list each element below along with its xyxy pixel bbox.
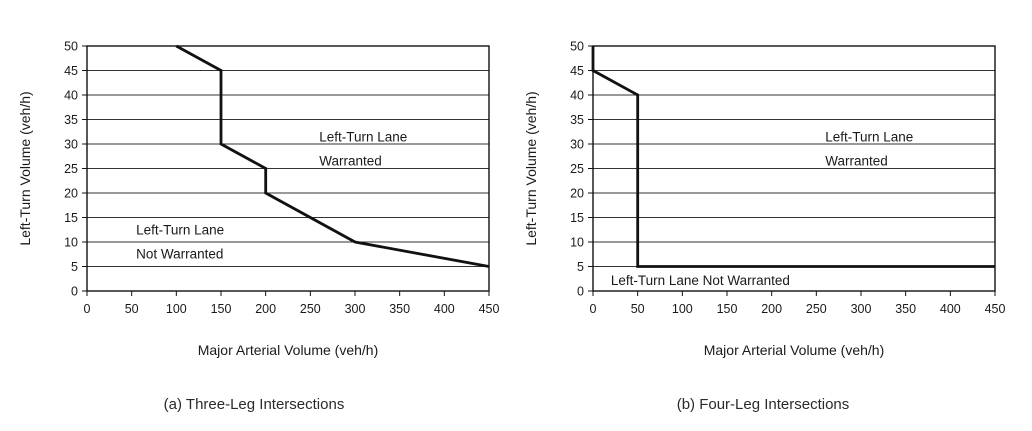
- x-tick-label: 0: [590, 302, 597, 316]
- x-tick-label: 150: [717, 302, 738, 316]
- region-label: Left-Turn Lane Not Warranted: [611, 273, 790, 288]
- x-tick-label: 100: [166, 302, 187, 316]
- x-tick-label: 350: [389, 302, 410, 316]
- x-tick-label: 250: [806, 302, 827, 316]
- x-tick-label: 300: [345, 302, 366, 316]
- x-tick-label: 400: [434, 302, 455, 316]
- x-tick-label: 350: [895, 302, 916, 316]
- y-tick-label: 50: [570, 40, 584, 54]
- y-tick-label: 30: [570, 138, 584, 152]
- x-tick-label: 450: [985, 302, 1006, 316]
- y-tick-label: 35: [64, 113, 78, 127]
- y-tick-label: 35: [570, 113, 584, 127]
- region-label: Left-Turn Lane Not Warranted: [136, 223, 224, 262]
- y-tick-label: 20: [64, 187, 78, 201]
- y-tick-label: 50: [64, 40, 78, 54]
- y-tick-label: 15: [64, 211, 78, 225]
- region-label: Left-Turn Lane Warranted: [319, 130, 407, 169]
- y-axis-label: Left-Turn Volume (veh/h): [523, 91, 539, 245]
- y-tick-label: 10: [570, 236, 584, 250]
- region-label: Left-Turn Lane Warranted: [825, 130, 913, 169]
- y-tick-label: 30: [64, 138, 78, 152]
- y-axis-label: Left-Turn Volume (veh/h): [17, 91, 33, 245]
- x-tick-label: 50: [631, 302, 645, 316]
- y-tick-label: 0: [71, 285, 78, 299]
- x-tick-label: 200: [255, 302, 276, 316]
- x-tick-label: 50: [125, 302, 139, 316]
- chart-four-leg: 0 5 10 15 20 25 30 35 40 45 50 0 50 100 150 200 250 300 35…: [523, 40, 1005, 414]
- y-tick-label: 25: [570, 162, 584, 176]
- chart-three-leg: 0 5 10 15 20 25 30 35 40 45 50 0 50 100 150 200 250 300 35…: [17, 40, 499, 414]
- x-tick-label: 200: [761, 302, 782, 316]
- y-tick-label: 45: [64, 64, 78, 78]
- x-tick-label: 450: [479, 302, 500, 316]
- y-tick-label: 0: [577, 285, 584, 299]
- x-tick-label: 0: [84, 302, 91, 316]
- y-tick-label: 5: [577, 260, 584, 274]
- figure-caption: (b) Four-Leg Intersections: [677, 396, 850, 413]
- x-tick-label: 250: [300, 302, 321, 316]
- y-tick-label: 15: [570, 211, 584, 225]
- x-tick-label: 150: [211, 302, 232, 316]
- x-axis-label: Major Arterial Volume (veh/h): [704, 342, 885, 358]
- y-tick-label: 25: [64, 162, 78, 176]
- y-tick-label: 45: [570, 64, 584, 78]
- y-tick-label: 10: [64, 236, 78, 250]
- warrant-threshold-line: [175, 44, 490, 268]
- y-tick-label: 5: [71, 260, 78, 274]
- y-tick-label: 40: [64, 89, 78, 103]
- x-tick-label: 300: [851, 302, 872, 316]
- x-axis-label: Major Arterial Volume (veh/h): [198, 342, 379, 358]
- x-tick-label: 100: [672, 302, 693, 316]
- y-tick-label: 20: [570, 187, 584, 201]
- warrant-threshold-line: [591, 46, 995, 268]
- y-tick-label: 40: [570, 89, 584, 103]
- figure-caption: (a) Three-Leg Intersections: [164, 396, 345, 413]
- x-tick-label: 400: [940, 302, 961, 316]
